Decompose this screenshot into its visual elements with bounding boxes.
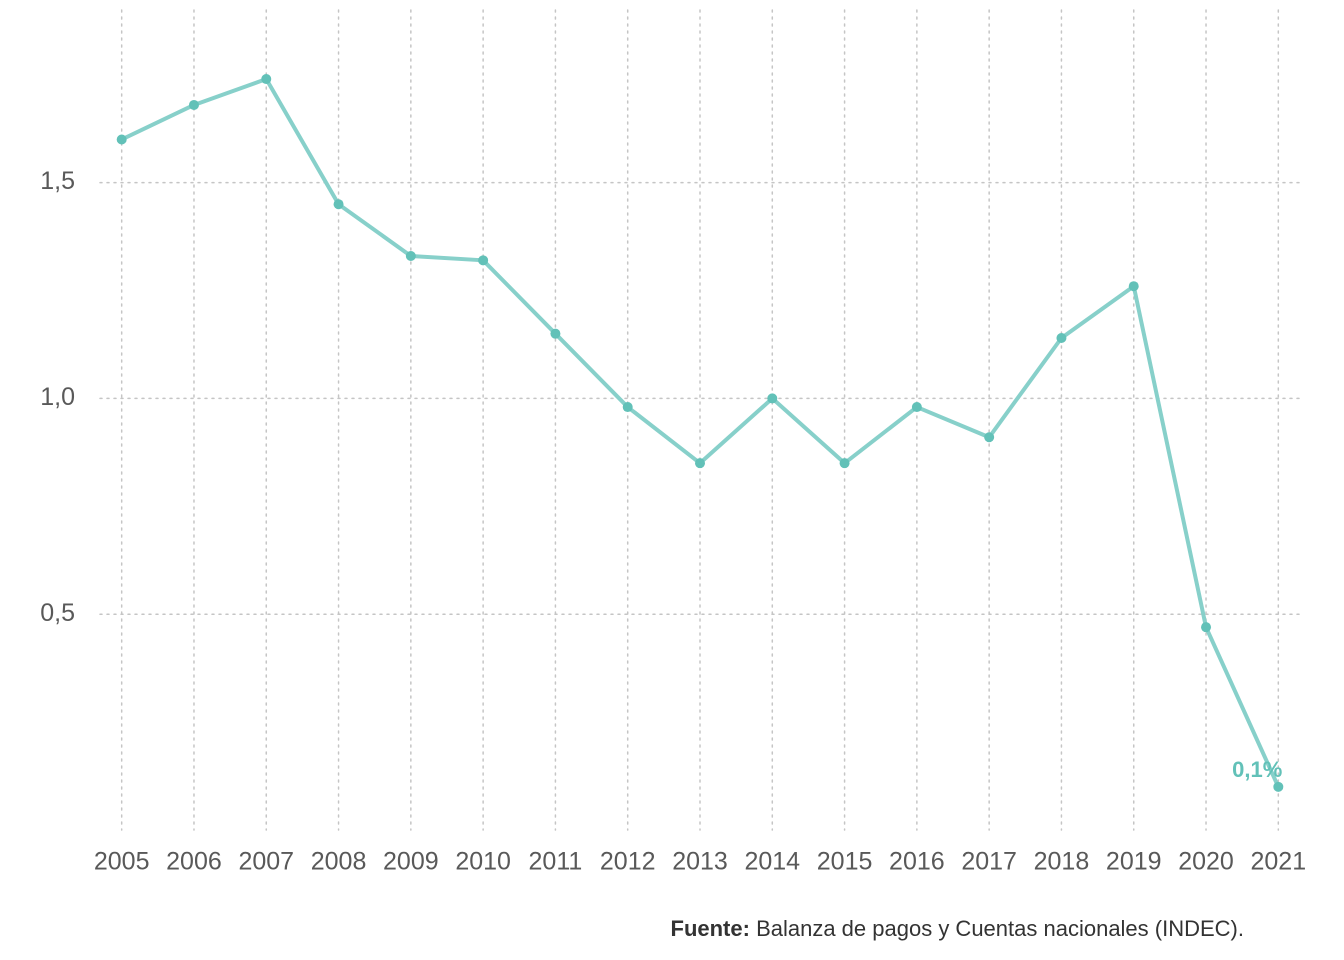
series-marker: [623, 402, 633, 412]
x-tick-label: 2006: [166, 848, 222, 876]
source-text: Balanza de pagos y Cuentas nacionales (I…: [750, 916, 1244, 941]
x-tick-label: 2009: [383, 848, 439, 876]
series-marker: [1129, 281, 1139, 291]
x-tick-label: 2011: [529, 848, 583, 876]
series-end-label: 0,1%: [1232, 757, 1282, 782]
x-tick-label: 2008: [311, 848, 367, 876]
series-marker: [1201, 622, 1211, 632]
series-marker: [334, 199, 344, 209]
x-tick-label: 2013: [672, 848, 728, 876]
series-marker: [1056, 333, 1066, 343]
x-tick-label: 2005: [94, 848, 150, 876]
x-tick-label: 2018: [1034, 848, 1090, 876]
source-label: Fuente:: [671, 916, 750, 941]
x-tick-label: 2019: [1106, 848, 1162, 876]
series-marker: [984, 432, 994, 442]
x-tick-label: 2021: [1251, 848, 1307, 876]
series-marker: [406, 251, 416, 261]
chart-source: Fuente: Balanza de pagos y Cuentas nacio…: [671, 916, 1245, 942]
series-marker: [117, 134, 127, 144]
y-tick-label: 1,0: [40, 383, 75, 411]
chart-stage: 0,5 1,0 1,5 2005 2006 2007 2008 2009 2010 2011 201…: [0, 0, 1344, 960]
series-marker: [695, 458, 705, 468]
series-marker: [1273, 782, 1283, 792]
series-marker: [550, 329, 560, 339]
x-tick-label: 2007: [238, 848, 294, 876]
series-marker: [840, 458, 850, 468]
y-tick-label: 1,5: [40, 167, 75, 195]
series-marker: [767, 393, 777, 403]
x-tick-label: 2014: [744, 848, 800, 876]
series-marker: [261, 74, 271, 84]
line-chart: 0,5 1,0 1,5 2005 2006 2007 2008 2009 2010 2011 201…: [0, 0, 1344, 960]
y-tick-label: 0,5: [40, 599, 75, 627]
x-tick-label: 2016: [889, 848, 945, 876]
x-tick-label: 2015: [817, 848, 873, 876]
series-marker: [189, 100, 199, 110]
x-tick-label: 2012: [600, 848, 656, 876]
x-tick-label: 2010: [455, 848, 511, 876]
series-marker: [912, 402, 922, 412]
x-tick-label: 2020: [1178, 848, 1234, 876]
x-tick-label: 2017: [961, 848, 1017, 876]
series-marker: [478, 255, 488, 265]
